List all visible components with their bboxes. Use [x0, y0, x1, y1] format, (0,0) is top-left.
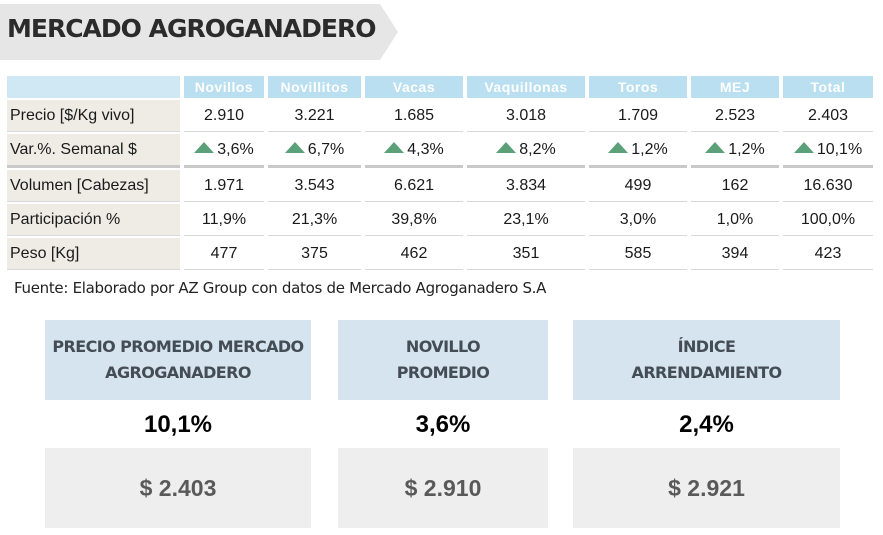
card-title: ÍNDICE ARRENDAMIENTO	[573, 320, 840, 400]
cell-var-vaquillonas: 8,2%	[467, 134, 585, 168]
column-header-vacas: Vacas	[365, 76, 463, 98]
kpi-card-novillo-promedio: NOVILLO PROMEDIO 3,6% $ 2.910	[338, 320, 548, 528]
column-header-novillitos: Novillitos	[268, 76, 361, 98]
cell-part-total: 100,0%	[783, 204, 873, 236]
var-value: 10,1%	[816, 140, 863, 158]
card-title-line1: ÍNDICE	[677, 337, 736, 356]
card-title-line2: ARRENDAMIENTO	[631, 363, 783, 382]
column-header-mej: MEJ	[691, 76, 779, 98]
cell-volumen-novillos: 1.971	[184, 170, 264, 202]
cell-volumen-vaquillonas: 3.834	[467, 170, 585, 202]
cell-var-vacas: 4,3%	[365, 134, 463, 168]
cell-var-total: 10,1%	[783, 134, 873, 168]
cell-volumen-toros: 499	[589, 170, 687, 202]
trend-up-icon	[608, 141, 629, 153]
card-title: PRECIO PROMEDIO MERCADO AGROGANADERO	[45, 320, 311, 400]
column-header-total: Total	[783, 76, 873, 98]
kpi-card-precio-promedio: PRECIO PROMEDIO MERCADO AGROGANADERO 10,…	[45, 320, 311, 528]
cell-var-toros: 1,2%	[589, 134, 687, 168]
row-label-participacion: Participación %	[7, 204, 180, 236]
column-header-toros: Toros	[589, 76, 687, 98]
card-change: 2,4%	[679, 411, 734, 438]
trend-up-icon	[496, 141, 517, 153]
table-header-row: Novillos Novillitos Vacas Vaquillonas To…	[7, 76, 873, 98]
cell-part-toros: 3,0%	[589, 204, 687, 236]
cell-part-novillos: 11,9%	[184, 204, 264, 236]
var-value: 8,2%	[519, 140, 556, 158]
var-value: 4,3%	[407, 140, 444, 158]
table-row-precio: Precio [$/Kg vivo] 2.910 3.221 1.685 3.0…	[7, 100, 873, 132]
cell-precio-total: 2.403	[783, 100, 873, 132]
card-value: $ 2.910	[338, 448, 548, 528]
cell-peso-total: 423	[783, 238, 873, 270]
var-value: 6,7%	[307, 140, 345, 158]
var-value: 3,6%	[217, 140, 254, 158]
cell-precio-vaquillonas: 3.018	[467, 100, 585, 132]
row-label-variacion: Var.%. Semanal $	[7, 134, 180, 168]
card-title-line1: NOVILLO	[405, 337, 481, 356]
column-header-vaquillonas: Vaquillonas	[467, 76, 585, 98]
var-value: 1,2%	[631, 140, 668, 158]
cell-part-novillitos: 21,3%	[268, 204, 361, 236]
trend-up-icon	[284, 141, 305, 153]
cell-peso-mej: 394	[691, 238, 779, 270]
cell-precio-mej: 2.523	[691, 100, 779, 132]
cell-volumen-novillitos: 3.543	[268, 170, 361, 202]
cell-precio-vacas: 1.685	[365, 100, 463, 132]
kpi-card-indice-arrendamiento: ÍNDICE ARRENDAMIENTO 2,4% $ 2.921	[573, 320, 840, 528]
trend-up-icon	[705, 141, 726, 153]
table-row-participacion: Participación % 11,9% 21,3% 39,8% 23,1% …	[7, 204, 873, 236]
table-corner-cell	[7, 76, 180, 98]
cell-var-novillitos: 6,7%	[268, 134, 361, 168]
column-header-novillos: Novillos	[184, 76, 264, 98]
cell-part-vaquillonas: 23,1%	[467, 204, 585, 236]
page-title: MERCADO AGROGANADERO	[7, 14, 376, 43]
row-label-precio: Precio [$/Kg vivo]	[7, 100, 180, 132]
var-value: 1,2%	[728, 140, 765, 158]
source-note: Fuente: Elaborado por AZ Group con datos…	[14, 279, 547, 297]
cell-peso-novillos: 477	[184, 238, 264, 270]
card-change: 10,1%	[143, 411, 213, 438]
cell-volumen-vacas: 6.621	[365, 170, 463, 202]
cell-peso-vaquillonas: 351	[467, 238, 585, 270]
cell-part-mej: 1,0%	[691, 204, 779, 236]
cell-peso-novillitos: 375	[268, 238, 361, 270]
cell-precio-toros: 1.709	[589, 100, 687, 132]
card-title: NOVILLO PROMEDIO	[338, 320, 548, 400]
cell-volumen-total: 16.630	[783, 170, 873, 202]
market-table: Novillos Novillitos Vacas Vaquillonas To…	[3, 74, 877, 272]
card-title-line2: PROMEDIO	[396, 363, 490, 382]
cell-precio-novillos: 2.910	[184, 100, 264, 132]
row-label-volumen: Volumen [Cabezas]	[7, 170, 180, 202]
card-value: $ 2.403	[45, 448, 311, 528]
title-banner	[0, 4, 398, 60]
cell-peso-vacas: 462	[365, 238, 463, 270]
card-value: $ 2.921	[573, 448, 840, 528]
cell-peso-toros: 585	[589, 238, 687, 270]
cell-precio-novillitos: 3.221	[268, 100, 361, 132]
card-title-line2: AGROGANADERO	[105, 363, 251, 382]
row-label-peso: Peso [Kg]	[7, 238, 180, 270]
cell-volumen-mej: 162	[691, 170, 779, 202]
trend-up-icon	[793, 141, 814, 153]
table-row-peso: Peso [Kg] 477 375 462 351 585 394 423	[7, 238, 873, 270]
cell-var-mej: 1,2%	[691, 134, 779, 168]
cell-part-vacas: 39,8%	[365, 204, 463, 236]
card-change: 3,6%	[415, 411, 471, 438]
table-row-volumen: Volumen [Cabezas] 1.971 3.543 6.621 3.83…	[7, 170, 873, 202]
trend-up-icon	[194, 141, 215, 153]
table-row-variacion: Var.%. Semanal $ 3,6% 6,7% 4,3% 8,2% 1,2…	[7, 134, 873, 168]
card-title-line1: PRECIO PROMEDIO MERCADO	[52, 337, 304, 356]
trend-up-icon	[384, 141, 405, 153]
cell-var-novillos: 3,6%	[184, 134, 264, 168]
